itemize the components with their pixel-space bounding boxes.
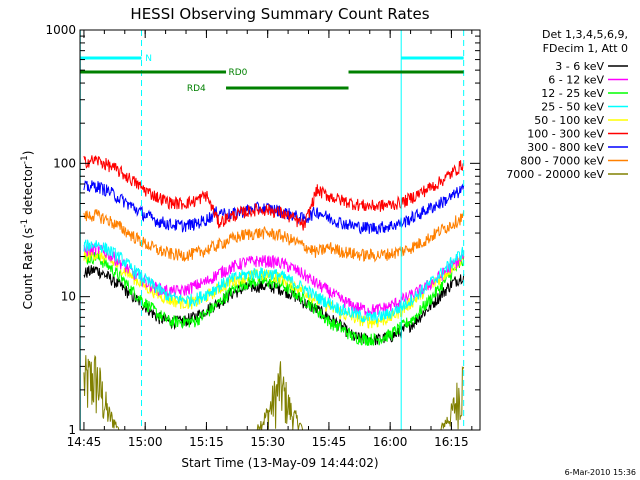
y-axis-label-end: ) <box>21 151 35 156</box>
series-line-3 <box>83 239 465 324</box>
chart-title: HESSI Observing Summary Count Rates <box>130 5 429 23</box>
series-line-7 <box>83 209 465 263</box>
data-layer <box>83 155 465 431</box>
legend-entry-label-3: 25 - 50 keV <box>541 101 604 114</box>
x-tick-label-6: 16:15 <box>434 435 469 449</box>
x-axis: 14:45 15:00 15:15 15:30 15:45 16:00 16:15 <box>67 30 473 449</box>
series-line-4 <box>83 249 465 329</box>
legend-entry-label-5: 100 - 300 keV <box>527 128 604 141</box>
flag-label-n: N <box>145 54 152 64</box>
y-axis-label-main: Count Rate (s <box>21 228 35 310</box>
legend-entry-label-2: 12 - 25 keV <box>541 87 604 100</box>
flag-label-rd0: RD0 <box>228 68 247 78</box>
series-line-5 <box>83 155 464 231</box>
y-tick-label-0: 1 <box>68 423 76 437</box>
legend-header-line-1: Det 1,3,4,5,6,9, <box>542 28 628 41</box>
legend-entry-label-4: 50 - 100 keV <box>534 114 604 127</box>
y-tick-label-1: 10 <box>61 290 76 304</box>
legend-entry-label-6: 300 - 800 keV <box>527 141 604 154</box>
y-axis-label: Count Rate (s-1 detector-1) <box>20 151 35 310</box>
y-axis-label-sup1: -1 <box>20 219 30 228</box>
series-line-8 <box>83 354 465 431</box>
legend-entry-label-1: 6 - 12 keV <box>548 74 604 87</box>
flag-label-rd4: RD4 <box>187 84 206 94</box>
footer-timestamp: 6-Mar-2010 15:36 <box>565 468 636 477</box>
x-tick-label-4: 15:45 <box>312 435 347 449</box>
y-axis: 1 10 100 1000 <box>45 23 480 437</box>
x-tick-label-1: 15:00 <box>128 435 163 449</box>
legend-header-line-2: FDecim 1, Att 0 <box>543 42 628 55</box>
x-tick-label-5: 16:00 <box>373 435 408 449</box>
y-axis-label-sup2: -1 <box>20 155 30 164</box>
x-tick-label-0: 14:45 <box>67 435 102 449</box>
y-tick-label-3: 1000 <box>45 23 76 37</box>
x-tick-label-3: 15:30 <box>250 435 285 449</box>
legend-entry-label-0: 3 - 6 keV <box>555 60 604 73</box>
x-tick-label-2: 15:15 <box>189 435 224 449</box>
legend-entry-label-7: 800 - 7000 keV <box>520 155 604 168</box>
x-axis-label: Start Time (13-May-09 14:44:02) <box>181 456 378 470</box>
series-line-6 <box>83 180 465 236</box>
plot-frame <box>79 29 481 431</box>
legend-entry-label-8: 7000 - 20000 keV <box>506 168 604 181</box>
y-axis-label-mid: detector <box>21 164 35 219</box>
status-flags: N RD0 RD4 <box>80 54 464 94</box>
legend: Det 1,3,4,5,6,9, FDecim 1, Att 0 3 - 6 k… <box>506 28 628 181</box>
y-tick-label-2: 100 <box>53 156 76 170</box>
